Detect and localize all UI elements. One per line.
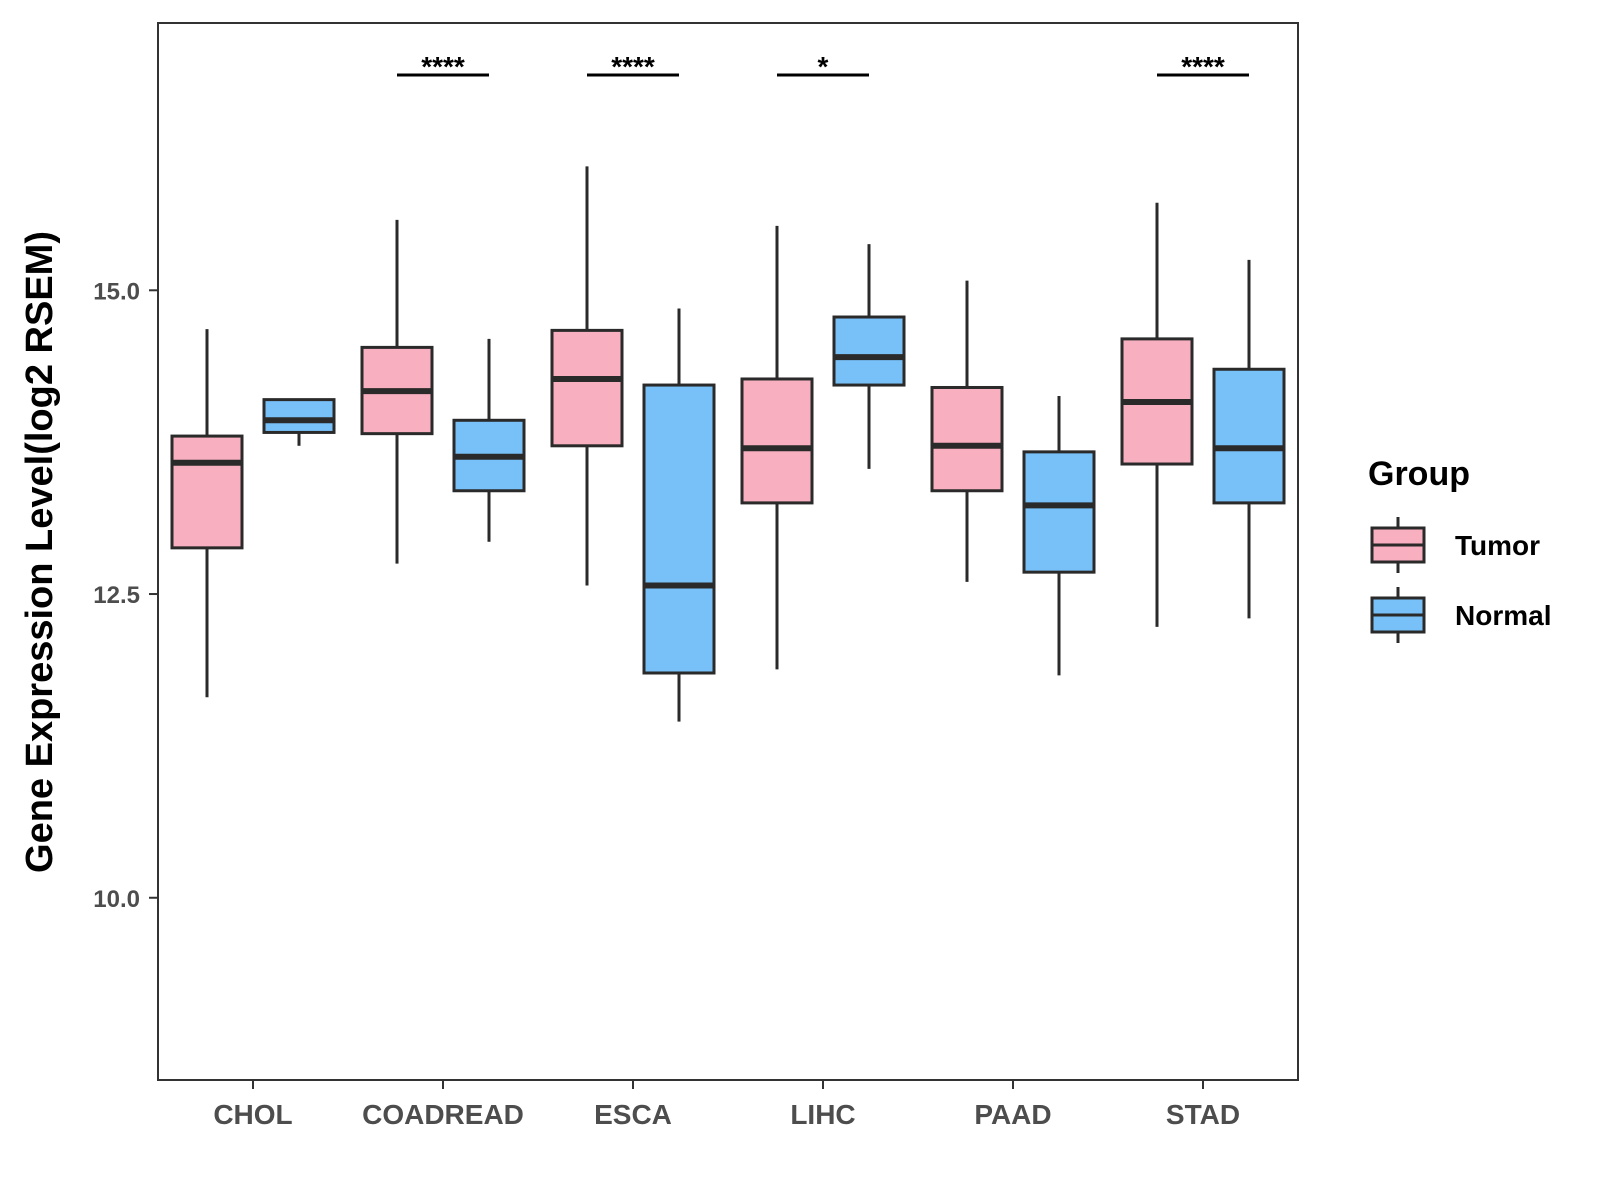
- box-tumor-stad: [1120, 202, 1194, 627]
- axes-layer: 10.0 12.5 15.0 CHOL COADREAD ESCA LIHC PAAD STAD: [93, 278, 1240, 1130]
- x-tick-label: LIHC: [790, 1099, 855, 1130]
- significance-label: *: [818, 51, 829, 82]
- box-iqr: [930, 385, 1004, 493]
- plot-panel-border: [157, 22, 1299, 1081]
- x-tick-label: PAAD: [974, 1099, 1051, 1130]
- box-iqr: [740, 377, 814, 505]
- box-iqr: [170, 434, 244, 550]
- annotation-layer: **** **** * ****: [397, 51, 1249, 82]
- boxes-layer: [170, 166, 1286, 722]
- significance-label: ****: [421, 51, 465, 82]
- legend-title: Group: [1368, 455, 1470, 493]
- box-normal-chol: [262, 398, 336, 446]
- box-iqr: [832, 315, 906, 387]
- significance-label: ****: [611, 51, 655, 82]
- legend-key-normal: [1370, 587, 1426, 643]
- y-tick-label: 12.5: [93, 582, 140, 609]
- significance-label: ****: [1181, 51, 1225, 82]
- x-tick-label: COADREAD: [362, 1099, 524, 1130]
- box-iqr: [550, 328, 624, 448]
- box-normal-paad: [1022, 395, 1096, 676]
- box-normal-coadread: [452, 338, 526, 542]
- y-tick-label: 15.0: [93, 278, 140, 305]
- legend: Group Tumor Normal: [1368, 455, 1551, 643]
- box-iqr: [642, 383, 716, 675]
- legend-label-tumor: Tumor: [1455, 530, 1540, 561]
- box-tumor-paad: [930, 280, 1004, 582]
- legend-key-tumor: [1370, 517, 1426, 573]
- x-tick-label: ESCA: [594, 1099, 672, 1130]
- box-tumor-coadread: [360, 219, 434, 564]
- x-tick-label: CHOL: [213, 1099, 292, 1130]
- box-normal-esca: [642, 308, 716, 722]
- box-normal-stad: [1212, 259, 1286, 619]
- box-tumor-esca: [550, 166, 624, 586]
- y-tick-label: 10.0: [93, 886, 140, 913]
- x-tick-label: STAD: [1166, 1099, 1240, 1130]
- box-iqr: [1022, 450, 1096, 574]
- box-tumor-lihc: [740, 225, 814, 670]
- box-normal-lihc: [832, 244, 906, 469]
- y-axis-label: Gene Expression Level(log2 RSEM): [19, 231, 61, 873]
- legend-label-normal: Normal: [1455, 600, 1551, 631]
- box-tumor-chol: [170, 329, 244, 698]
- box-iqr: [1212, 367, 1286, 505]
- box-iqr: [262, 398, 336, 434]
